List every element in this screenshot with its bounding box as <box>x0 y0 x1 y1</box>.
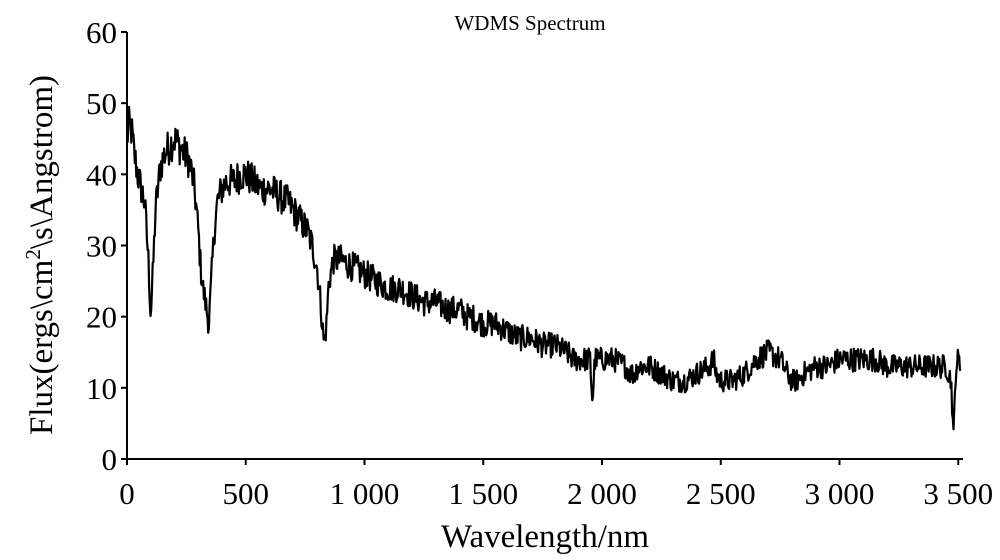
y-axis-label-text: Flux(ergs\cm2\s\Angstrom) <box>21 75 60 435</box>
axes: 0 10 20 30 40 50 60 0 500 1 000 1 500 2 000 2 500 3 0… <box>86 15 993 511</box>
x-axis-label: Wavelength/nm <box>441 519 649 555</box>
y-axis-label-superscript: 2 <box>21 249 45 260</box>
y-tick-label: 20 <box>86 300 117 335</box>
y-axis-label-part-1: Flux(ergs\cm <box>24 259 60 435</box>
y-tick-label: 0 <box>102 442 118 477</box>
y-axis-label-part-2: \s\Angstrom) <box>24 75 60 249</box>
x-tick-label: 500 <box>223 476 270 511</box>
x-tick-label: 0 <box>119 476 135 511</box>
x-tick-label: 1 500 <box>448 476 518 511</box>
y-tick-label: 10 <box>86 371 117 406</box>
x-tick-label: 1 000 <box>330 476 400 511</box>
x-tick-label: 3 000 <box>805 476 875 511</box>
y-tick-label: 40 <box>86 157 117 192</box>
y-tick-label: 30 <box>86 229 117 264</box>
x-tick-label: 2 500 <box>686 476 756 511</box>
plot-area <box>125 105 962 431</box>
chart-title: WDMS Spectrum <box>454 11 605 35</box>
x-tick-label: 2 000 <box>567 476 637 511</box>
y-tick-label: 50 <box>86 86 117 121</box>
spectrum-series-line <box>125 105 962 431</box>
y-tick-label: 60 <box>86 15 117 50</box>
y-axis-label: Flux(ergs\cm2\s\Angstrom) <box>21 75 60 435</box>
x-tick-label: 3 500 <box>923 476 993 511</box>
